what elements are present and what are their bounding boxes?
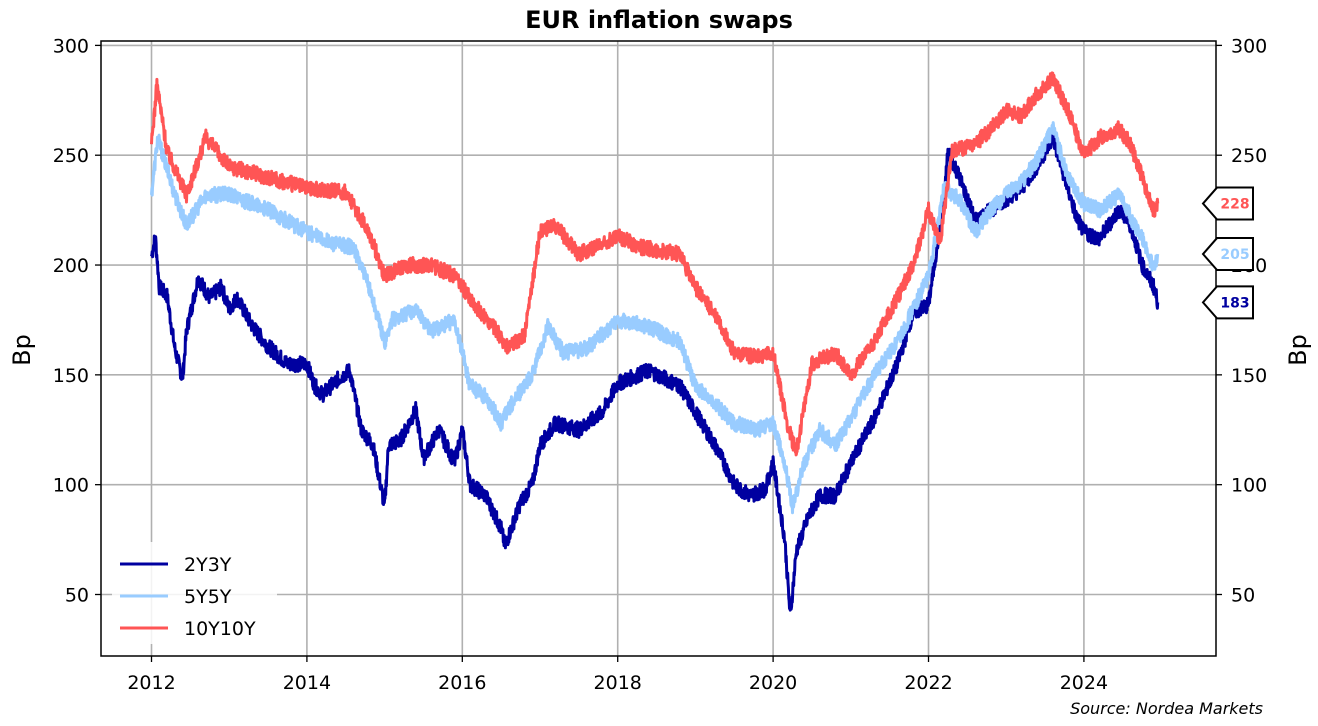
legend-label-10y10y: 10Y10Y: [184, 618, 256, 640]
end-label-2y3y: 183: [1220, 295, 1249, 311]
series-line-2y3y[interactable]: [150, 133, 1160, 612]
end-label-marker-10y10y: [1201, 186, 1254, 221]
y-axis-label-right: Bp: [1284, 334, 1312, 366]
end-value-labels: 183 205 228: [1201, 186, 1254, 320]
series-layer: [150, 71, 1160, 612]
y-tick-label-right: 100: [1231, 475, 1267, 497]
y-tick-label-right: 50: [1231, 585, 1255, 607]
y-tick-label-left: 150: [53, 365, 89, 387]
end-label-marker-2y3y: [1201, 285, 1254, 320]
end-label-10y10y: 228: [1220, 197, 1249, 213]
x-tick-label: 2012: [127, 672, 175, 694]
y-tick-label-right: 150: [1231, 365, 1267, 387]
y-tick-label-right: 250: [1231, 145, 1267, 167]
chart-title: EUR inflation swaps: [525, 6, 793, 34]
x-tick-label: 2022: [904, 672, 952, 694]
legend-label-5y5y: 5Y5Y: [184, 586, 232, 608]
x-tick-label: 2014: [283, 672, 331, 694]
y-tick-label-left: 200: [53, 255, 89, 277]
legend[interactable]: 2Y3Y 5Y5Y 10Y10Y: [112, 542, 277, 644]
series-line-10y10y[interactable]: [150, 71, 1160, 457]
x-tick-label: 2018: [594, 672, 642, 694]
y-tick-label-right: 300: [1231, 35, 1267, 57]
series-line-5y5y[interactable]: [150, 121, 1160, 515]
x-tick-label: 2016: [438, 672, 486, 694]
end-label-5y5y: 205: [1220, 247, 1249, 263]
plot-frame: [100, 40, 1217, 657]
axis-ticks: 2012 2014 2016 2018 2020 2022 2024 50 50 100 100 15…: [53, 35, 1268, 694]
y-tick-label-left: 250: [53, 145, 89, 167]
y-axis-label-left: Bp: [8, 334, 36, 366]
y-tick-label-left: 300: [53, 35, 89, 57]
y-tick-label-left: 100: [53, 475, 89, 497]
end-label-marker-5y5y: [1201, 237, 1254, 272]
source-note: Source: Nordea Markets: [1070, 699, 1263, 718]
x-tick-label: 2024: [1060, 672, 1108, 694]
y-tick-label-left: 50: [65, 585, 89, 607]
legend-label-2y3y: 2Y3Y: [184, 554, 232, 576]
x-tick-label: 2020: [749, 672, 797, 694]
